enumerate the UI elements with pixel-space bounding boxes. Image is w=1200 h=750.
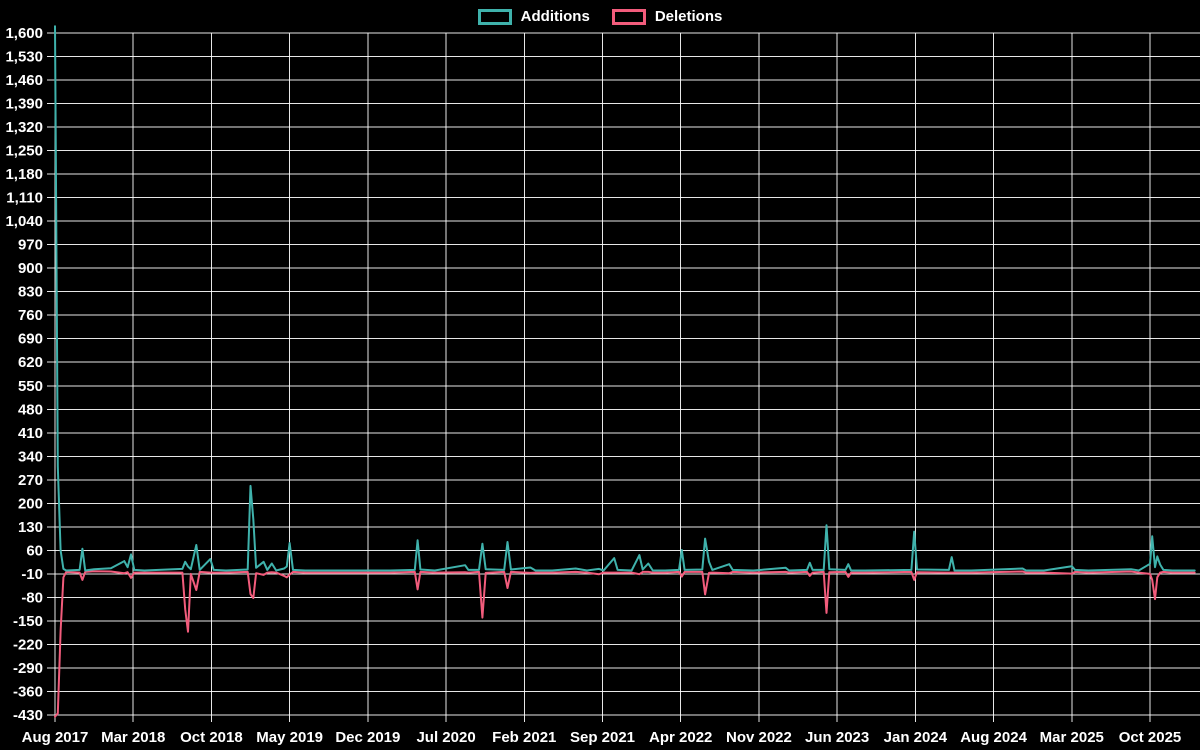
y-tick-label: 830 xyxy=(18,284,43,301)
x-tick-labels: Aug 2017 Mar 2018 Oct 2018 May 2019 Dec 2019… xyxy=(22,729,1182,746)
y-tick-label: 480 xyxy=(18,401,43,418)
y-tick-label: 900 xyxy=(18,260,43,277)
x-tick-label: May 2019 xyxy=(256,729,323,746)
legend-label-additions: Additions xyxy=(520,8,590,25)
legend-item-deletions[interactable]: Deletions xyxy=(611,8,723,25)
x-tick-label: Sep 2021 xyxy=(570,729,635,746)
additions-line xyxy=(54,25,1196,572)
y-tick-label: 410 xyxy=(18,425,43,442)
x-gridlines xyxy=(54,33,1151,722)
y-tick-label: 130 xyxy=(18,519,43,536)
y-tick-label: 970 xyxy=(18,237,43,254)
y-tick-label: 1,460 xyxy=(5,72,43,89)
x-tick-label: Oct 2025 xyxy=(1119,729,1182,746)
y-tick-label: 1,180 xyxy=(5,166,43,183)
y-tick-label: 1,600 xyxy=(5,25,43,42)
y-tick-label: -80 xyxy=(21,589,43,606)
y-tick-label: -360 xyxy=(13,683,43,700)
y-tick-label: 1,320 xyxy=(5,119,43,136)
y-tick-label: 200 xyxy=(18,495,43,512)
y-tick-label: 1,530 xyxy=(5,49,43,66)
x-tick-label: Nov 2022 xyxy=(726,729,792,746)
x-tick-label: Jan 2024 xyxy=(884,729,948,746)
y-gridlines xyxy=(47,32,1200,716)
y-tick-label: 620 xyxy=(18,354,43,371)
x-tick-label: Apr 2022 xyxy=(649,729,712,746)
additions-swatch-icon xyxy=(477,8,512,25)
y-tick-label: 1,250 xyxy=(5,143,43,160)
y-tick-label: -220 xyxy=(13,636,43,653)
y-tick-labels: 1,600 1,530 1,460 1,390 1,320 1,250 1,180 1,110… xyxy=(5,25,43,724)
x-tick-label: Mar 2025 xyxy=(1040,729,1104,746)
y-tick-label: 1,040 xyxy=(5,213,43,230)
legend-label-deletions: Deletions xyxy=(654,8,723,25)
chart-legend: Additions Deletions xyxy=(0,8,1200,25)
y-tick-label: -10 xyxy=(21,566,43,583)
y-tick-label: -150 xyxy=(13,613,43,630)
x-tick-label: Dec 2019 xyxy=(335,729,400,746)
x-tick-label: Mar 2018 xyxy=(101,729,165,746)
y-tick-label: -290 xyxy=(13,660,43,677)
y-tick-label: -430 xyxy=(13,707,43,724)
y-tick-label: 690 xyxy=(18,331,43,348)
x-tick-label: Aug 2017 xyxy=(22,729,89,746)
y-tick-label: 1,390 xyxy=(5,96,43,113)
y-tick-label: 60 xyxy=(26,542,43,559)
x-tick-label: Jul 2020 xyxy=(416,729,475,746)
x-tick-label: Oct 2018 xyxy=(180,729,243,746)
deletions-swatch-icon xyxy=(611,8,646,25)
x-tick-label: Aug 2024 xyxy=(960,729,1027,746)
y-tick-label: 270 xyxy=(18,472,43,489)
y-tick-label: 760 xyxy=(18,307,43,324)
deletions-line xyxy=(54,570,1196,718)
legend-item-additions[interactable]: Additions xyxy=(477,8,590,25)
x-tick-label: Feb 2021 xyxy=(492,729,556,746)
y-tick-label: 340 xyxy=(18,448,43,465)
x-tick-label: Jun 2023 xyxy=(805,729,869,746)
y-tick-label: 1,110 xyxy=(6,190,43,207)
y-tick-label: 550 xyxy=(18,378,43,395)
